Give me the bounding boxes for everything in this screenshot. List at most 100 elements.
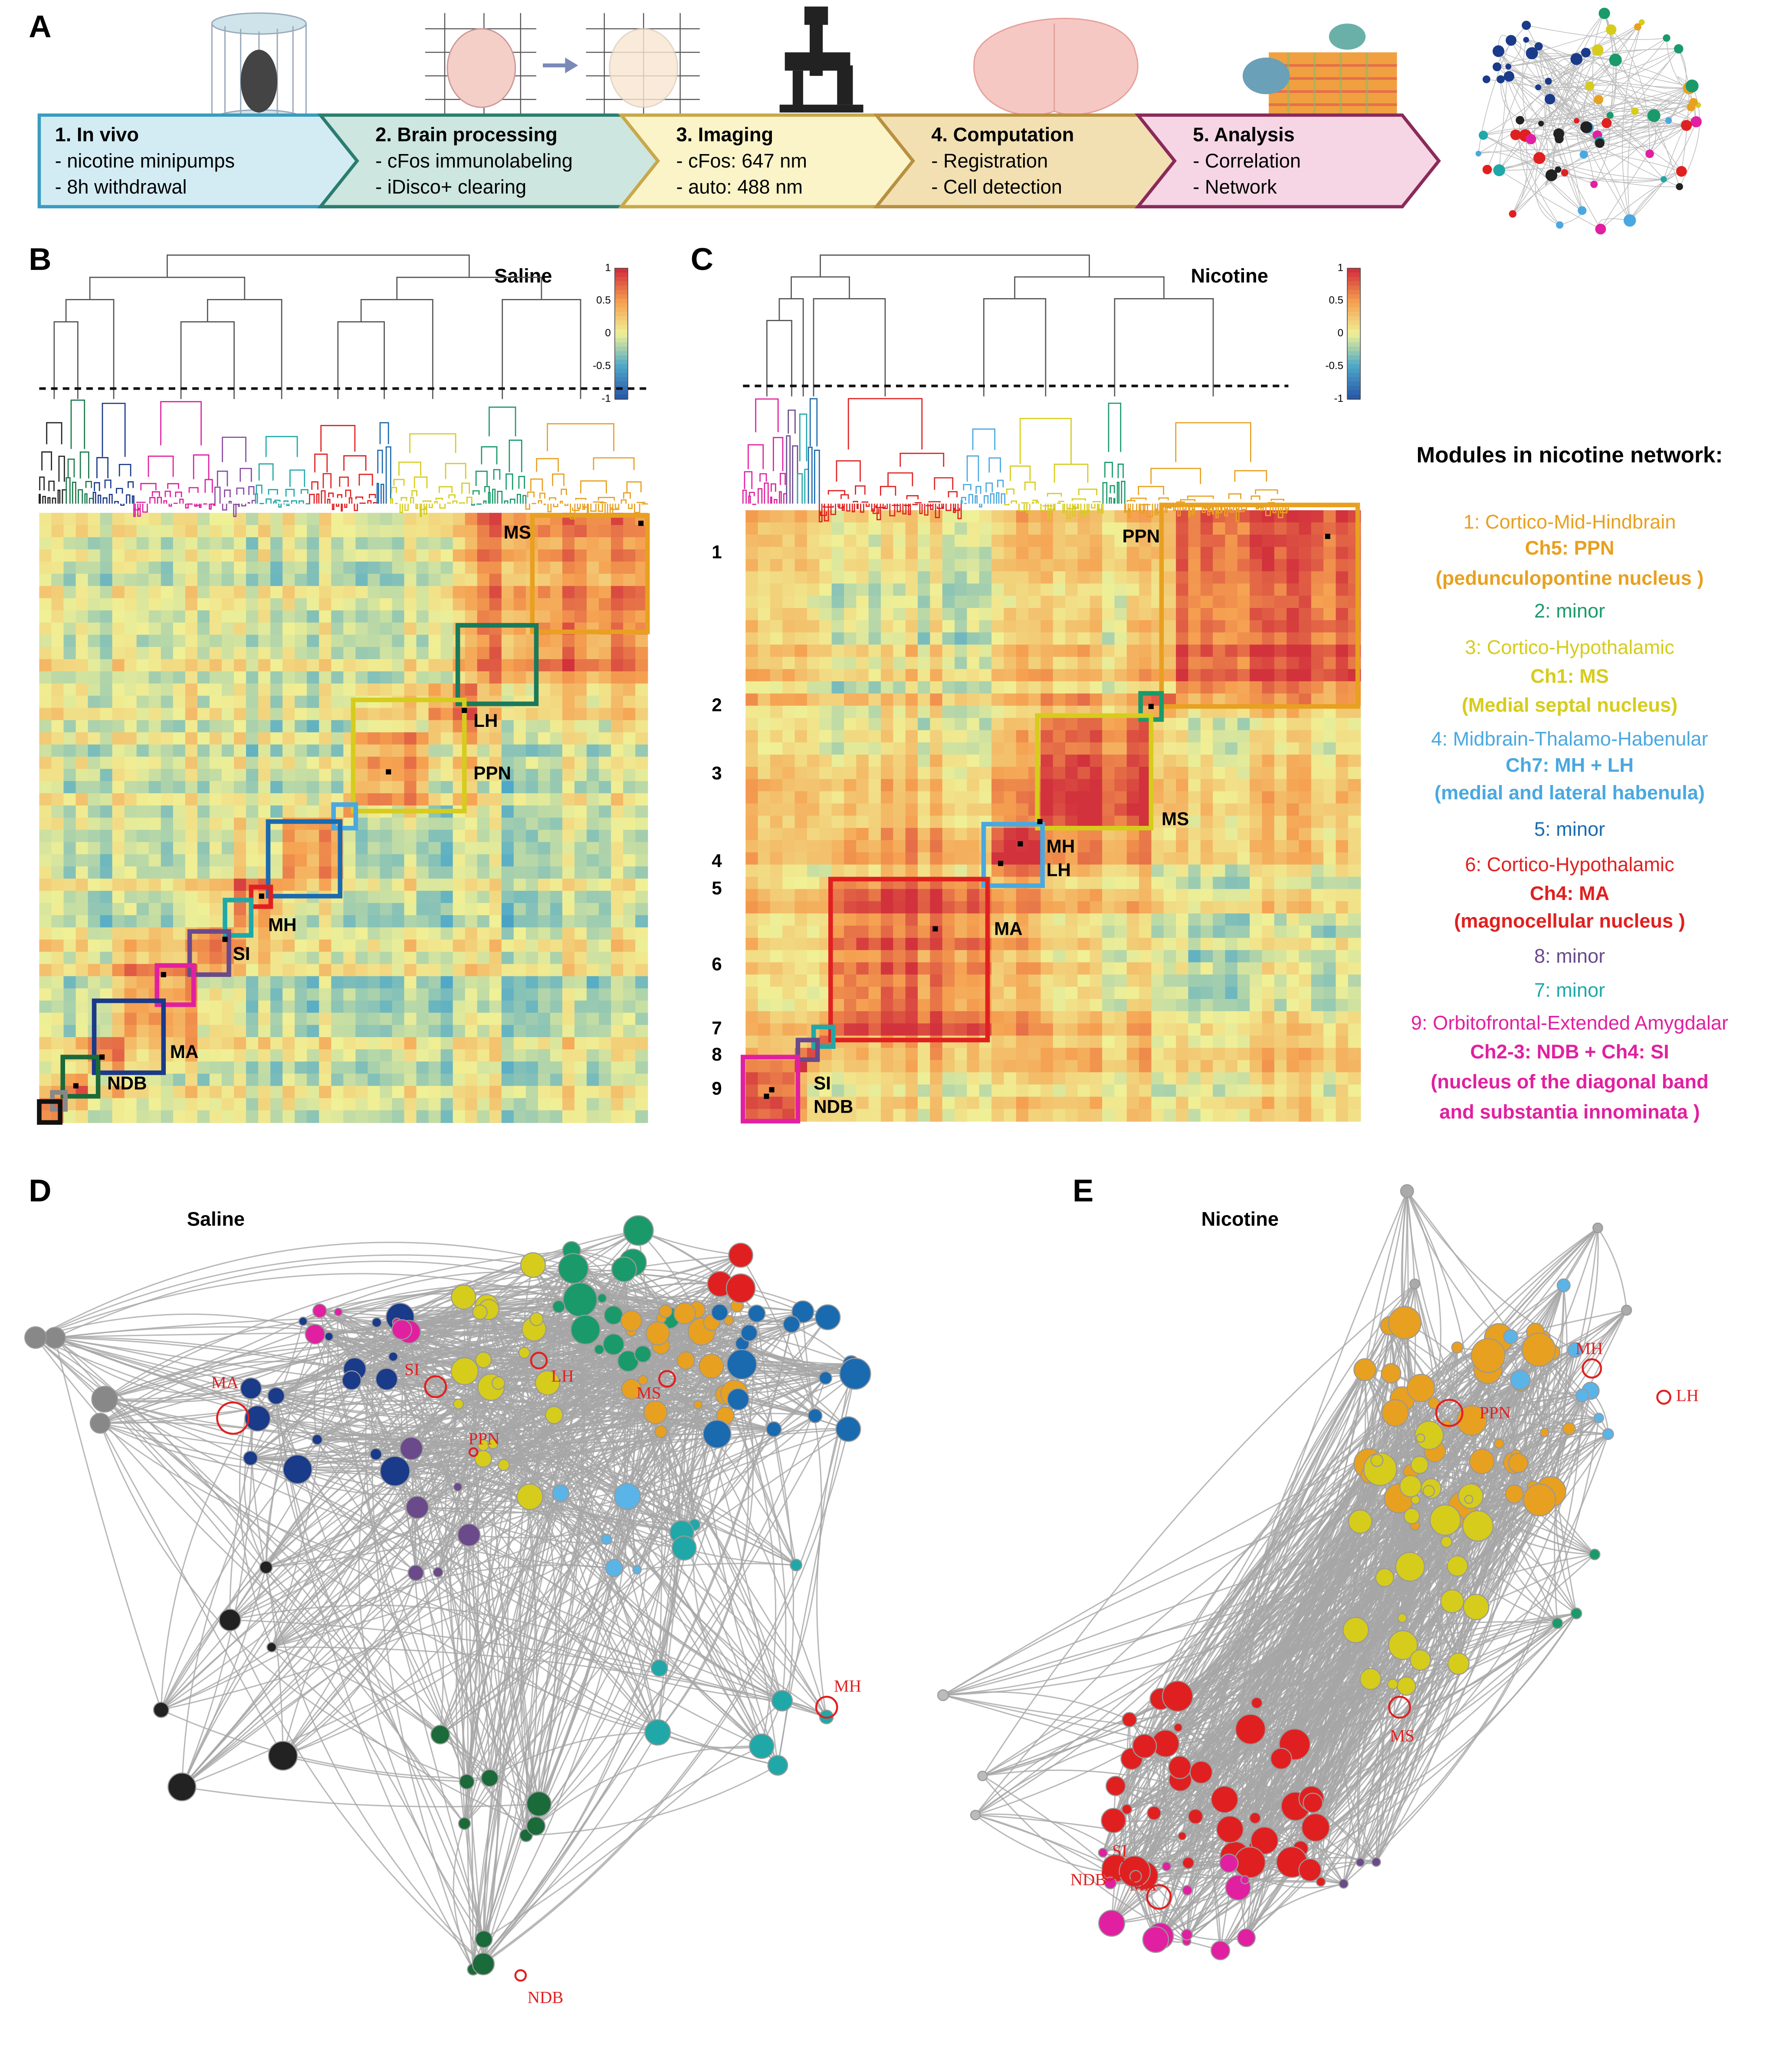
heatmap-cell [100,549,113,562]
heatmap-cell [930,644,943,657]
heatmap-cell [368,610,381,623]
heatmap-cell [234,696,247,709]
heatmap-cell [1114,693,1127,706]
heatmap-cell [1188,779,1201,792]
heatmap-cell [100,525,113,538]
heatmap-cell [1274,657,1287,670]
heatmap-cell [1053,938,1066,951]
heatmap-cell [1163,877,1177,890]
dendrogram-branch [628,503,633,509]
heatmap-cell [905,791,919,804]
heatmap-cell [1225,681,1238,694]
heatmap-cell [428,622,441,635]
heatmap-cell [1250,669,1263,682]
heatmap-cell [416,720,429,733]
heatmap-cell [148,756,162,769]
heatmap-cell [428,1049,441,1062]
heatmap-cell [124,537,137,550]
heatmap-cell [1299,864,1312,877]
heatmap-cell [1323,877,1336,890]
mini-edge [1539,158,1680,187]
dendrogram-branch [377,450,383,473]
heatmap-cell [1274,889,1287,902]
heatmap-cell [307,744,320,757]
heatmap-cell [1213,913,1226,926]
dendrogram-branch [434,501,438,504]
heatmap-cell [209,890,223,904]
heatmap-cell [404,1012,417,1026]
module-box [223,897,254,938]
heatmap-cell [416,818,429,831]
heatmap-cell [368,525,381,538]
heatmap-cell [525,781,539,794]
heatmap-cell [1016,657,1029,670]
colorbar-cell [614,381,628,387]
heatmap-cell [246,1000,259,1013]
heatmap-cell [1040,767,1054,780]
heatmap-cell [831,644,845,657]
heatmap-cell [1065,681,1078,694]
heatmap-cell [525,1000,539,1013]
heatmap-cell [574,890,587,904]
heatmap-cell [88,866,101,879]
heatmap-cell [550,1012,563,1026]
heatmap-cell [404,842,417,855]
mini-node [1674,44,1684,54]
heatmap-cell [282,1012,295,1026]
heatmap-cell [1114,901,1127,914]
heatmap-cell [440,598,453,611]
heatmap-cell [770,754,783,768]
heatmap-cell [550,769,563,782]
heatmap-cell [489,1086,502,1099]
heatmap-cell [185,878,198,891]
heatmap-cell [1213,583,1226,597]
heatmap-cell [75,512,89,526]
heatmap-cell [453,1012,466,1026]
heatmap-cell [1336,901,1349,914]
heatmap-cell [501,1037,515,1050]
heatmap-cell [270,574,283,587]
heatmap-cell [955,938,968,951]
heatmap-cell [161,696,174,709]
heatmap-cell [599,1098,612,1111]
heatmap-cell [88,622,101,635]
heatmap-cell [100,1110,113,1123]
heatmap-cell [124,744,137,757]
heatmap-cell [574,818,587,831]
heatmap-cell [124,610,137,623]
heatmap-cell [623,683,636,696]
heatmap-cell [501,708,515,721]
heatmap-cell [1163,913,1177,926]
heatmap-cell [807,535,820,548]
heatmap-cell [1053,571,1066,584]
mini-node [1634,23,1641,31]
heatmap-cell [1323,681,1336,694]
heatmap-cell [1065,779,1078,792]
heatmap-cell [319,781,332,794]
heatmap-cell [112,842,125,855]
mini-edge [1497,66,1589,128]
heatmap-cell [868,547,882,560]
heatmap-cell [1040,620,1054,633]
colorbar-cell [614,338,628,343]
dendrogram-branch [620,499,627,504]
mini-node [1681,120,1692,131]
heatmap-cell [1114,644,1127,657]
heatmap-cell [513,927,527,940]
heatmap-cell [355,512,368,526]
heatmap-cell [440,952,453,965]
heatmap-cell [258,512,271,526]
heatmap-cell [942,681,955,694]
heatmap-cell [770,767,783,780]
heatmap-cell [881,559,894,572]
heatmap-cell [819,864,832,877]
heatmap-cell [173,562,186,575]
dendrogram-branch [72,481,76,504]
heatmap-cell [221,696,235,709]
heatmap-cell [587,756,600,769]
heatmap-cell [1139,926,1152,939]
heatmap-cell [75,1110,89,1123]
heatmap-cell [758,681,771,694]
heatmap-cell [392,1074,405,1087]
